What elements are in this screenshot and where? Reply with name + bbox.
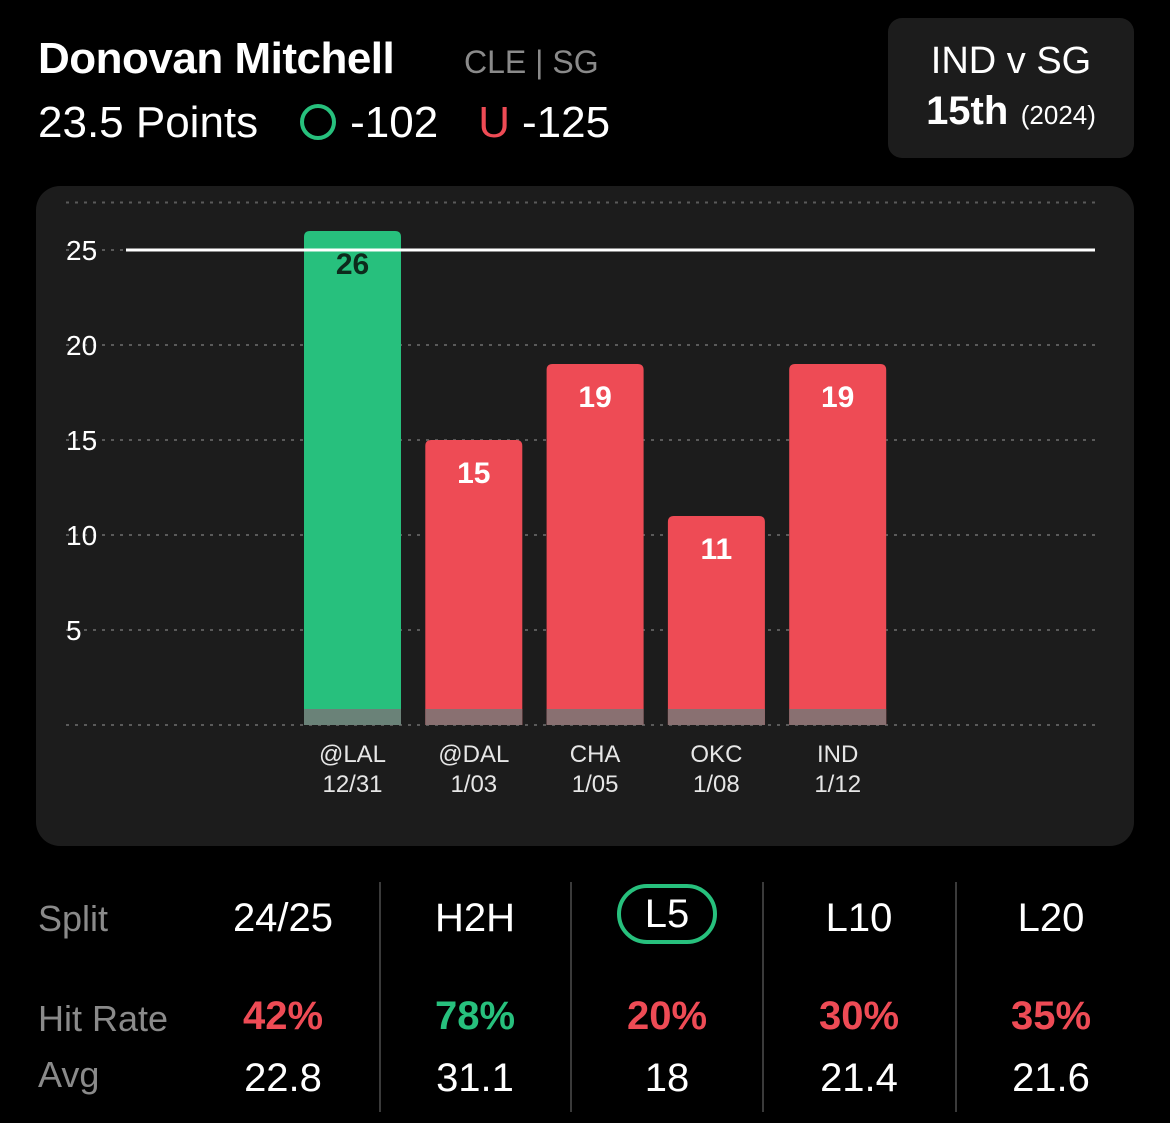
bar-chart: 5 10 15 20 25 26 @LAL 12/31 15 @DAL 1/03 19 CHA 1/05 1…	[66, 201, 1100, 798]
prop-line: 23.5 Points	[38, 98, 259, 147]
x-tick-label: @LAL	[319, 741, 386, 768]
player-team-position: CLE | SG	[464, 44, 599, 80]
split-tab-label: H2H	[434, 896, 516, 940]
over-odds[interactable]: -102	[350, 98, 439, 147]
x-tick-label: OKC	[690, 741, 742, 768]
y-tick-label: 5	[66, 615, 82, 646]
y-tick-label: 10	[66, 520, 97, 551]
under-icon[interactable]: U	[478, 98, 511, 147]
x-tick-date: 1/03	[450, 771, 497, 798]
bar-value-label: 19	[578, 381, 611, 414]
bar	[304, 231, 401, 725]
x-tick-date: 1/08	[693, 771, 740, 798]
split-tab[interactable]: L20	[956, 896, 1146, 941]
column-divider	[379, 882, 381, 1112]
hit-rate-value: 78%	[434, 994, 516, 1038]
player-name: Donovan Mitchell	[38, 34, 395, 83]
matchup-rank-row: 15th (2024)	[888, 89, 1134, 134]
matchup-title: IND v SG	[930, 40, 1092, 82]
x-tick-label: CHA	[570, 741, 621, 768]
split-tab[interactable]: H2H	[380, 896, 570, 941]
hit-rate-value: 30%	[818, 994, 900, 1038]
matchup-rank: 15th	[926, 89, 1009, 133]
x-tick-label: @DAL	[438, 741, 509, 768]
stats-table: Split Hit Rate Avg 24/25 42% 22.8 H2H 78% 31.…	[0, 880, 1170, 1115]
bar-base	[546, 709, 644, 725]
row-label-hit-rate: Hit Rate	[38, 998, 169, 1039]
over-icon[interactable]	[300, 98, 337, 148]
over-ring	[300, 104, 337, 141]
split-tab-label: 24/25	[232, 896, 334, 940]
split-tab[interactable]: 24/25	[188, 896, 378, 941]
column-divider	[570, 882, 572, 1112]
split-tab-label: L20	[1017, 896, 1085, 940]
matchup-card[interactable]: IND v SG 15th (2024)	[888, 18, 1134, 158]
avg-value: 31.1	[436, 1056, 514, 1100]
bar-base	[304, 709, 401, 725]
bar-base	[667, 709, 765, 725]
split-tab[interactable]: L5	[572, 884, 762, 944]
bar-value-label: 26	[336, 248, 369, 281]
y-tick-label: 15	[66, 425, 97, 456]
column-divider	[955, 882, 957, 1112]
x-tick-date: 1/12	[814, 771, 861, 798]
avg-value: 21.6	[1012, 1056, 1090, 1100]
bar	[667, 516, 765, 725]
split-tab-label: L10	[825, 896, 893, 940]
y-tick-label: 20	[66, 330, 97, 361]
x-tick-date: 1/05	[572, 771, 619, 798]
hit-rate-value: 20%	[626, 994, 708, 1038]
row-label-split: Split	[38, 898, 109, 939]
prop-line-row: 23.5 Points -102 U -125	[38, 98, 610, 148]
hit-rate-value: 42%	[242, 994, 324, 1038]
avg-value: 18	[644, 1056, 690, 1100]
bar	[546, 364, 644, 725]
matchup-year: (2024)	[1020, 100, 1096, 130]
bar-base	[789, 709, 887, 725]
split-tab-label: L5	[616, 884, 718, 944]
bar-value-label: 15	[457, 457, 490, 490]
bar-value-label: 11	[701, 533, 733, 566]
chart-panel: 5 10 15 20 25 26 @LAL 12/31 15 @DAL 1/03 19 CHA 1/05 1…	[36, 186, 1134, 846]
y-tick-label: 25	[66, 235, 97, 266]
bar	[425, 440, 523, 725]
x-tick-date: 12/31	[322, 771, 382, 798]
column-divider	[762, 882, 764, 1112]
hit-rate-value: 35%	[1010, 994, 1092, 1038]
split-tab[interactable]: L10	[764, 896, 954, 941]
row-label-avg: Avg	[38, 1054, 100, 1095]
bar-base	[425, 709, 523, 725]
under-odds[interactable]: -125	[522, 98, 611, 147]
avg-value: 22.8	[244, 1056, 322, 1100]
avg-value: 21.4	[820, 1056, 898, 1100]
bar	[789, 364, 887, 725]
x-tick-label: IND	[817, 741, 858, 768]
bar-value-label: 19	[821, 381, 854, 414]
